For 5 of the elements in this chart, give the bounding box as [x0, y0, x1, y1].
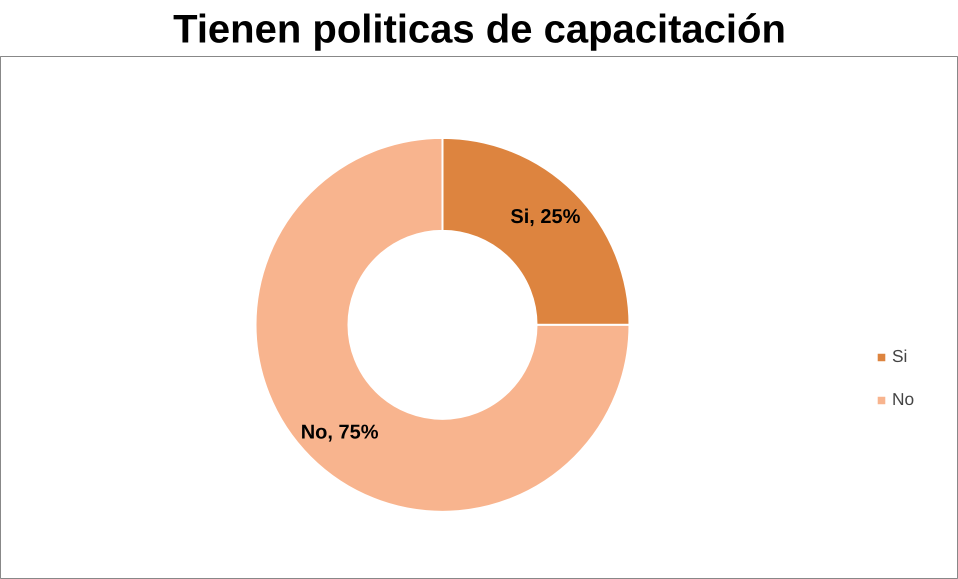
legend-label: No: [892, 389, 914, 410]
legend-label: Si: [892, 346, 908, 367]
data-label: No, 75%: [300, 422, 379, 444]
chart-title: Tienen politicas de capacitación: [173, 8, 786, 52]
data-label: Si, 25%: [510, 206, 581, 228]
